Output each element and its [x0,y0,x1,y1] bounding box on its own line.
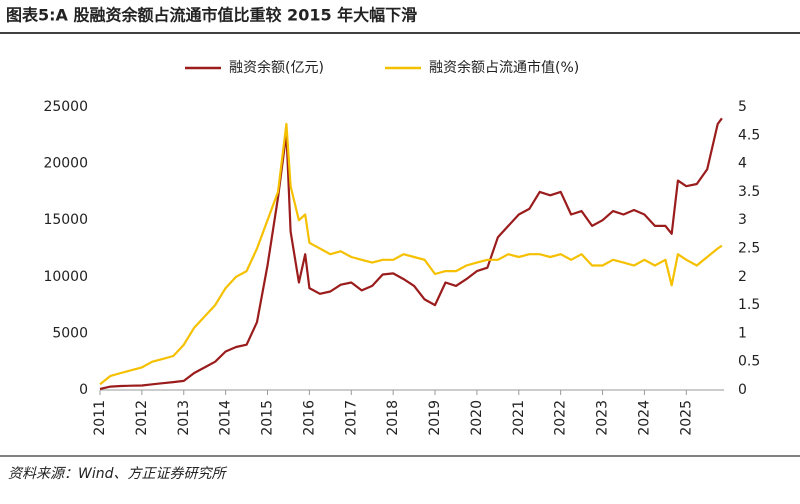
legend-label: 融资余额占流通市值(%) [429,59,579,76]
x-tick-label: 2016 [301,400,317,436]
x-tick-label: 2013 [176,400,192,436]
x-tick-label: 2023 [595,400,611,436]
y2-tick-label: 2 [738,269,747,285]
x-tick-label: 2021 [511,400,527,436]
y2-tick-label: 2.5 [738,241,760,257]
y2-tick-label: 3.5 [738,184,760,200]
y-tick-label: 5000 [52,325,88,341]
y-tick-label: 15000 [43,212,88,228]
y2-tick-label: 0.5 [738,354,760,370]
y2-tick-label: 4 [738,156,747,172]
x-tick-label: 2024 [636,400,652,436]
chart-title: 图表5:A 股融资余额占流通市值比重较 2015 年大幅下滑 [6,6,417,25]
y2-tick-label: 5 [738,99,747,115]
y2-tick-label: 3 [738,212,747,228]
x-tick-label: 2017 [343,400,359,436]
x-tick-label: 2022 [553,400,569,436]
x-tick-label: 2019 [427,400,443,436]
x-tick-label: 2014 [218,400,234,436]
x-tick-label: 2020 [469,400,485,436]
y2-tick-label: 0 [738,382,747,398]
x-tick-label: 2011 [92,400,108,436]
y2-tick-label: 1.5 [738,297,760,313]
y-tick-label: 25000 [43,99,88,115]
y-tick-label: 20000 [43,156,88,172]
x-tick-label: 2018 [385,400,401,436]
y-tick-label: 10000 [43,269,88,285]
x-tick-label: 2012 [134,400,150,436]
x-tick-label: 2015 [260,400,276,436]
legend-label: 融资余额(亿元) [229,59,324,76]
y2-tick-label: 1 [738,325,747,341]
series-line [99,117,723,390]
x-tick-label: 2025 [678,400,694,436]
source-note: 资料来源：Wind、方正证券研究所 [8,466,227,482]
y-tick-label: 0 [79,382,88,398]
series-line [99,122,723,386]
y2-tick-label: 4.5 [738,127,760,143]
